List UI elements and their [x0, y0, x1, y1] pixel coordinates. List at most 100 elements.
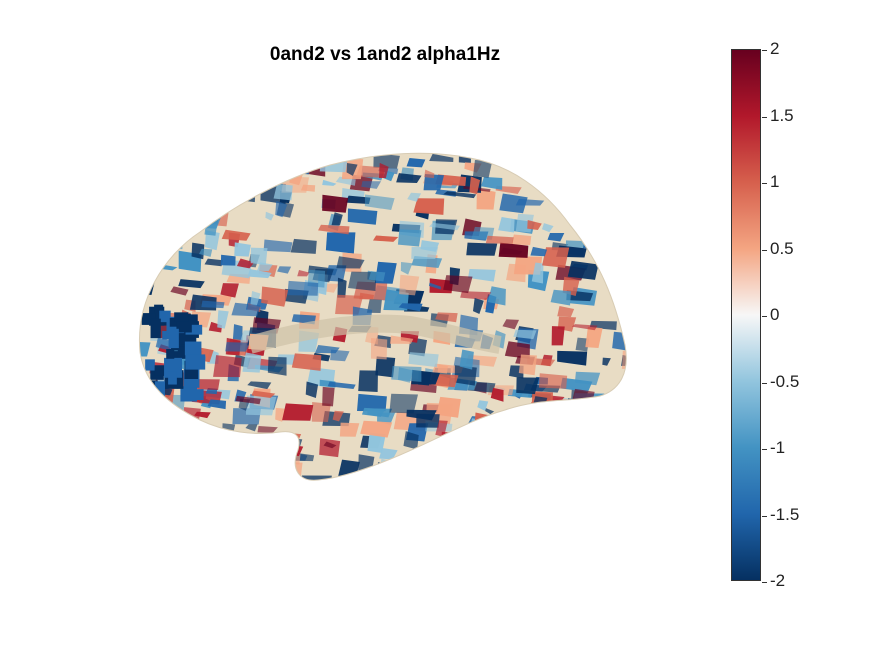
activation-patch	[619, 153, 627, 174]
activation-patch	[545, 176, 565, 195]
activation-patch	[476, 188, 496, 210]
activation-patch	[565, 210, 585, 219]
activation-patch	[150, 174, 180, 195]
activation-patch	[350, 472, 361, 481]
activation-patch	[606, 257, 627, 271]
activation-patch	[531, 406, 543, 422]
activation-patch	[277, 266, 292, 274]
colorbar-tick	[762, 382, 767, 384]
activation-patch	[398, 471, 416, 481]
activation-patch	[327, 381, 356, 389]
activation-patch	[282, 472, 299, 481]
activation-patch	[548, 159, 570, 178]
activation-patch	[332, 410, 344, 422]
activation-patch	[548, 401, 564, 416]
activation-patch	[174, 312, 189, 322]
activation-patch	[378, 162, 389, 178]
activation-patch	[370, 338, 388, 360]
activation-patch	[567, 260, 599, 280]
activation-patch	[531, 460, 560, 480]
activation-patch	[408, 352, 439, 368]
activation-patch	[193, 155, 206, 169]
activation-patch	[323, 441, 337, 449]
colorbar-tick-label: 1	[770, 172, 780, 191]
activation-patch	[225, 165, 254, 185]
activation-patch	[538, 373, 568, 389]
activation-patch	[191, 242, 205, 260]
activation-patch	[602, 258, 625, 276]
activation-patch	[531, 262, 544, 284]
activation-patch	[435, 420, 448, 438]
activation-patch	[460, 453, 477, 473]
activation-patch	[191, 212, 204, 222]
activation-patch	[265, 211, 274, 221]
activation-patch	[485, 235, 514, 244]
colorbar-tick	[762, 515, 767, 517]
colorbar-tick	[762, 449, 767, 450]
activation-patch	[208, 198, 221, 207]
activation-patch	[322, 194, 349, 213]
activation-patch	[311, 401, 331, 422]
activation-patch	[498, 458, 531, 472]
activation-patch	[469, 176, 481, 195]
activation-patch	[396, 173, 422, 183]
activation-patch	[495, 470, 509, 481]
activation-patch	[300, 475, 332, 481]
activation-patch	[251, 155, 274, 162]
activation-patch	[484, 455, 497, 470]
activation-patch	[217, 433, 231, 455]
activation-patch	[208, 439, 230, 462]
activation-patch	[319, 438, 341, 458]
figure-title: 0and2 vs 1and2 alpha1Hz	[269, 44, 501, 65]
activation-patch	[283, 474, 303, 481]
activation-patch	[429, 153, 454, 163]
activation-patch	[139, 268, 157, 277]
activation-patch	[201, 300, 225, 309]
activation-patch	[290, 238, 317, 254]
activation-patch	[495, 431, 526, 446]
activation-patch	[166, 349, 175, 359]
activation-patch	[611, 227, 627, 250]
activation-patch	[139, 400, 156, 411]
activation-patch	[451, 459, 476, 480]
activation-patch	[559, 470, 587, 480]
activation-patch	[397, 229, 422, 247]
activation-patch	[183, 155, 212, 174]
activation-patch	[403, 431, 419, 450]
activation-patch	[610, 153, 627, 163]
activation-patch	[481, 176, 503, 190]
activation-patch	[162, 170, 193, 178]
activation-patch	[434, 454, 459, 471]
activation-patch	[261, 286, 289, 307]
activation-patch	[406, 157, 426, 168]
activation-patch	[474, 436, 505, 451]
colorbar-tick-label: -1.5	[770, 504, 800, 524]
activation-patch	[435, 312, 458, 323]
activation-patch	[469, 418, 497, 433]
activation-patch	[364, 194, 395, 211]
activation-patch	[347, 208, 378, 225]
activation-patch	[601, 415, 616, 436]
activation-patch	[145, 359, 155, 371]
colorbar-tick-label: 0	[770, 305, 780, 324]
activation-patch	[150, 318, 161, 339]
activation-patch	[155, 337, 172, 351]
activation-patch	[226, 441, 244, 458]
activation-patch	[555, 443, 581, 454]
activation-patch	[530, 246, 548, 257]
activation-patch	[585, 188, 612, 196]
activation-patch	[581, 166, 594, 182]
activation-patch	[622, 290, 627, 311]
activation-patch	[291, 353, 322, 371]
activation-patch	[147, 428, 174, 438]
activation-patch	[400, 261, 413, 275]
activation-patch	[163, 153, 192, 161]
activation-patch	[297, 270, 310, 277]
activation-patch	[231, 302, 261, 317]
activation-patch	[610, 232, 627, 246]
activation-patch	[183, 407, 201, 427]
activation-patch	[527, 219, 542, 230]
activation-patch	[169, 317, 179, 327]
activation-patch	[474, 412, 489, 432]
activation-patch	[536, 429, 568, 437]
